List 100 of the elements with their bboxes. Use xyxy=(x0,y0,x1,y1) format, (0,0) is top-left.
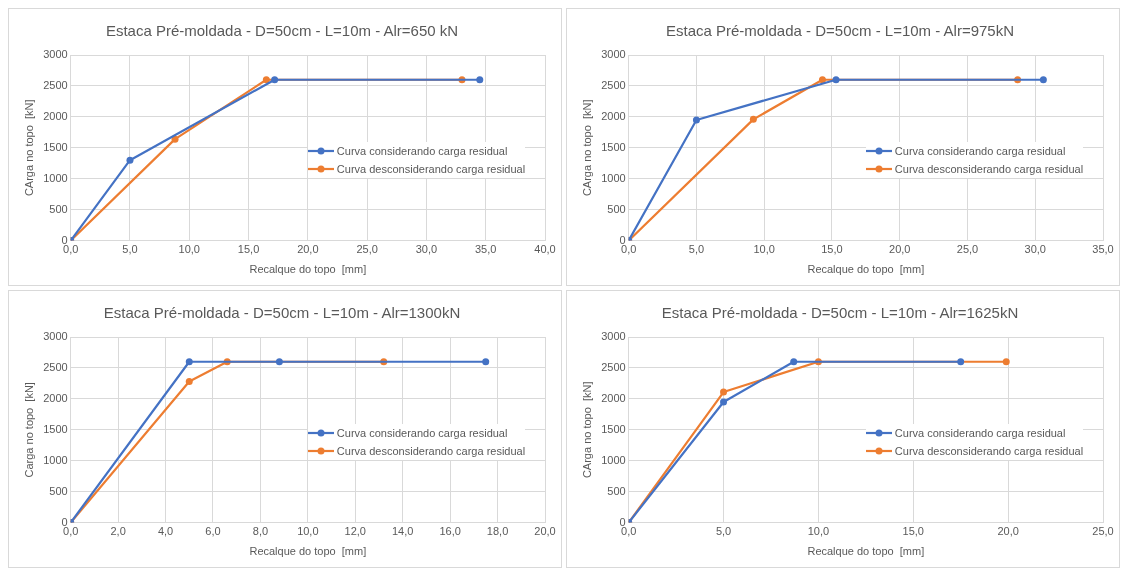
point xyxy=(818,76,826,84)
x-tick-label: 25,0 xyxy=(356,243,378,256)
legend-label: Curva considerando carga residual xyxy=(336,427,508,440)
x-tick-label: 35,0 xyxy=(475,243,497,256)
x-tick-label: 0,0 xyxy=(63,525,79,538)
x-tick-label: 30,0 xyxy=(1024,243,1046,256)
legend-label: Curva considerando carga residual xyxy=(894,145,1066,158)
y-tick-label: 1000 xyxy=(43,453,68,466)
x-axis-title: Recalque do topo [mm] xyxy=(249,545,367,558)
x-tick-label: 2,0 xyxy=(110,525,126,538)
y-tick-label: 500 xyxy=(49,484,68,497)
y-tick-label: 2500 xyxy=(601,78,626,91)
y-tick-label: 0 xyxy=(619,233,626,246)
x-tick-label: 25,0 xyxy=(956,243,979,256)
x-tick-label: 5,0 xyxy=(715,525,732,538)
legend-label: Curva considerando carga residual xyxy=(336,145,508,158)
point xyxy=(271,76,279,84)
x-tick-label: 5,0 xyxy=(688,243,705,256)
x-tick-label: 25,0 xyxy=(1092,525,1114,538)
point xyxy=(262,76,270,84)
point xyxy=(1039,76,1047,84)
x-tick-label: 30,0 xyxy=(415,243,438,256)
point xyxy=(275,358,283,366)
x-tick-label: 4,0 xyxy=(157,525,174,538)
y-tick-label: 3000 xyxy=(601,48,626,61)
point xyxy=(957,358,965,366)
x-tick-label: 10,0 xyxy=(753,243,775,256)
y-tick-label: 0 xyxy=(61,233,68,246)
y-axis-title: Carga no topo [kN] xyxy=(22,382,35,478)
x-tick-label: 20,0 xyxy=(297,243,319,256)
point xyxy=(476,76,484,84)
point xyxy=(720,388,728,396)
point xyxy=(185,378,193,386)
x-tick-label: 15,0 xyxy=(902,525,924,538)
x-tick-label: 10,0 xyxy=(297,525,319,538)
y-tick-label: 2000 xyxy=(43,109,68,122)
chart-title: Estaca Pré-moldada - D=50cm - L=10m - Alr=1300kN xyxy=(103,304,461,322)
point xyxy=(692,116,700,124)
y-tick-label: 500 xyxy=(607,202,626,215)
x-tick-label: 16,0 xyxy=(439,525,461,538)
x-axis-title: Recalque do topo [mm] xyxy=(807,263,925,276)
point xyxy=(482,358,490,366)
legend-label: Curva desconsiderando carga residual xyxy=(894,445,1084,458)
y-tick-label: 2000 xyxy=(601,391,626,404)
x-tick-label: 12,0 xyxy=(344,525,366,538)
y-tick-label: 500 xyxy=(607,484,626,497)
legend-label: Curva desconsiderando carga residual xyxy=(336,163,526,176)
point xyxy=(126,156,134,164)
x-tick-label: 6,0 xyxy=(205,525,221,538)
x-tick-label: 20,0 xyxy=(534,525,556,538)
chart-title: Estaca Pré-moldada - D=50cm - L=10m - Alr=975kN xyxy=(665,22,1015,40)
y-tick-label: 500 xyxy=(49,202,68,215)
x-tick-label: 5,0 xyxy=(122,243,138,256)
chart-title: Estaca Pré-moldada - D=50cm - L=10m - Alr=1625kN xyxy=(661,304,1019,322)
point xyxy=(832,76,840,84)
y-tick-label: 0 xyxy=(61,515,68,528)
y-axis-title: CArga no topo [kN] xyxy=(22,99,35,197)
y-tick-label: 2500 xyxy=(43,78,68,91)
y-axis-title: CArga no topo [kN] xyxy=(580,99,593,197)
x-tick-label: 35,0 xyxy=(1092,243,1114,256)
y-tick-label: 1500 xyxy=(43,140,68,153)
y-tick-label: 3000 xyxy=(43,330,68,343)
x-tick-label: 15,0 xyxy=(821,243,843,256)
y-tick-label: 2000 xyxy=(601,109,626,122)
y-tick-label: 2000 xyxy=(43,391,68,404)
point xyxy=(1002,358,1010,366)
x-tick-label: 10,0 xyxy=(807,525,830,538)
y-tick-label: 1500 xyxy=(43,422,68,435)
y-tick-label: 1000 xyxy=(601,453,626,466)
x-axis-title: Recalque do topo [mm] xyxy=(807,545,925,558)
x-tick-label: 10,0 xyxy=(178,243,200,256)
x-tick-label: 0,0 xyxy=(621,525,637,538)
x-tick-label: 20,0 xyxy=(997,525,1019,538)
x-axis-title: Recalque do topo [mm] xyxy=(249,263,367,276)
y-tick-label: 2500 xyxy=(601,360,626,373)
legend-label: Curva considerando carga residual xyxy=(894,427,1066,440)
point xyxy=(749,115,757,123)
y-tick-label: 1500 xyxy=(601,140,626,153)
y-tick-label: 3000 xyxy=(601,330,626,343)
point xyxy=(790,358,798,366)
x-tick-label: 18,0 xyxy=(486,525,509,538)
y-tick-label: 1500 xyxy=(601,422,626,435)
x-tick-label: 20,0 xyxy=(889,243,911,256)
x-tick-label: 15,0 xyxy=(237,243,260,256)
legend-label: Curva desconsiderando carga residual xyxy=(336,445,526,458)
y-tick-label: 3000 xyxy=(43,48,68,61)
point xyxy=(185,358,193,366)
x-tick-label: 8,0 xyxy=(252,525,269,538)
y-tick-label: 2500 xyxy=(43,360,68,373)
x-tick-label: 0,0 xyxy=(621,243,637,256)
y-tick-label: 1000 xyxy=(43,171,68,184)
x-tick-label: 0,0 xyxy=(63,243,79,256)
x-tick-label: 14,0 xyxy=(391,525,414,538)
x-tick-label: 40,0 xyxy=(534,243,556,256)
point xyxy=(720,398,728,406)
y-tick-label: 1000 xyxy=(601,171,626,184)
legend-label: Curva desconsiderando carga residual xyxy=(894,163,1084,176)
y-axis-title: CArga no topo [kN] xyxy=(580,381,593,479)
y-tick-label: 0 xyxy=(619,515,626,528)
chart-title: Estaca Pré-moldada - D=50cm - L=10m - Alr=650 kN xyxy=(105,22,459,40)
